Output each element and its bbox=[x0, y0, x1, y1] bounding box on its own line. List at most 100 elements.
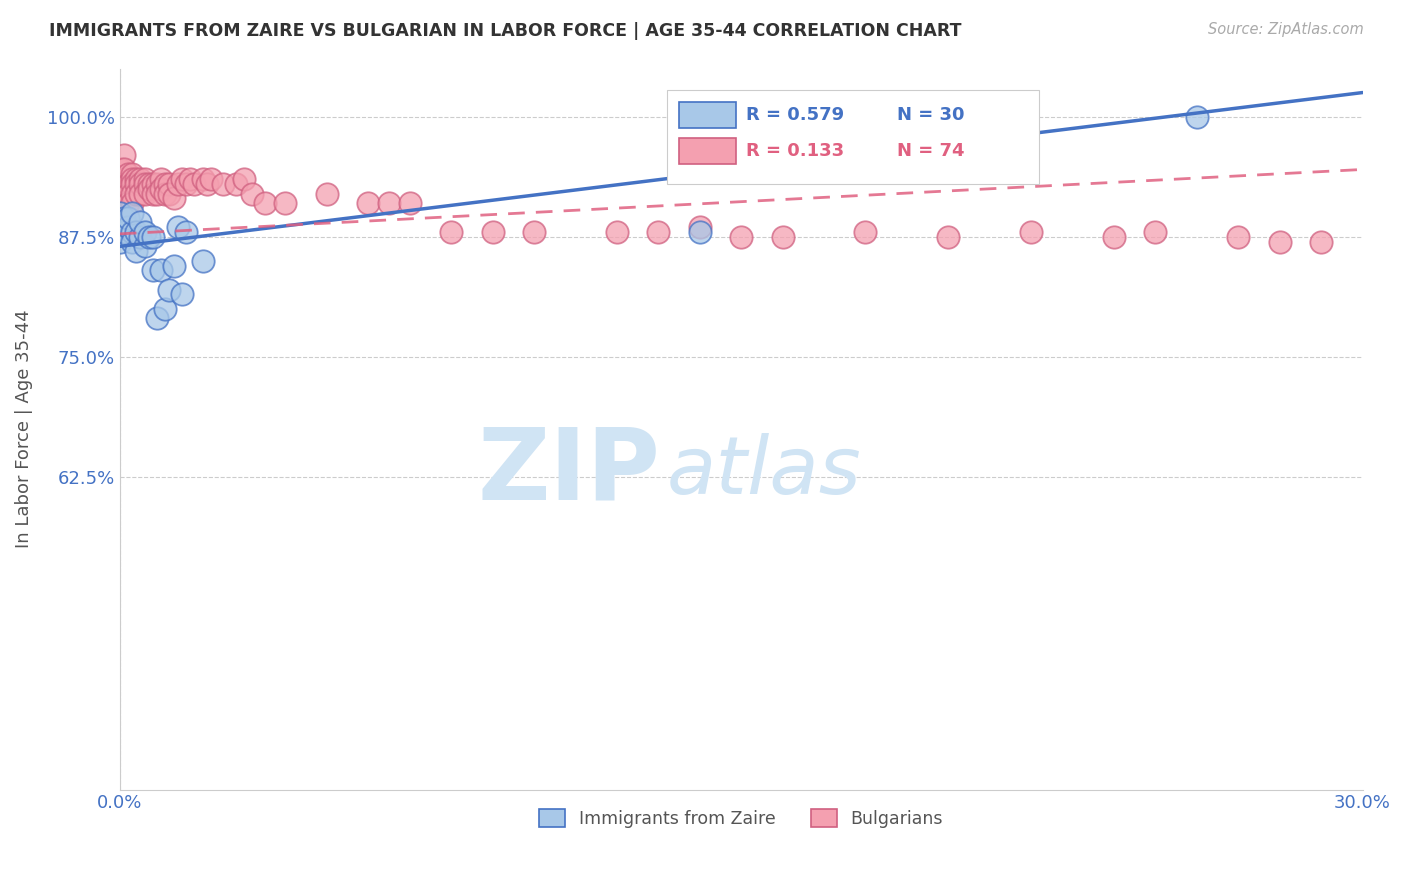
Point bbox=[134, 177, 156, 191]
Point bbox=[138, 182, 160, 196]
Point bbox=[1310, 235, 1333, 249]
Point bbox=[121, 167, 143, 181]
Point bbox=[129, 177, 152, 191]
Point bbox=[191, 253, 214, 268]
Point bbox=[108, 182, 131, 196]
Point bbox=[200, 172, 222, 186]
Point bbox=[155, 301, 177, 316]
Point bbox=[855, 225, 877, 239]
FancyBboxPatch shape bbox=[679, 138, 737, 164]
Point bbox=[195, 177, 218, 191]
Text: ZIP: ZIP bbox=[478, 424, 661, 521]
Point bbox=[138, 229, 160, 244]
Point bbox=[159, 186, 181, 201]
Point bbox=[108, 235, 131, 249]
Text: atlas: atlas bbox=[666, 434, 862, 511]
Point bbox=[440, 225, 463, 239]
Point bbox=[772, 229, 794, 244]
Point bbox=[166, 177, 188, 191]
Point bbox=[117, 177, 139, 191]
Y-axis label: In Labor Force | Age 35-44: In Labor Force | Age 35-44 bbox=[15, 310, 32, 549]
Point bbox=[1185, 110, 1208, 124]
Point bbox=[233, 172, 256, 186]
Point bbox=[606, 225, 628, 239]
Point bbox=[125, 177, 148, 191]
Point bbox=[240, 186, 263, 201]
Point bbox=[112, 186, 135, 201]
Point bbox=[162, 259, 184, 273]
Point bbox=[108, 162, 131, 177]
Point bbox=[112, 148, 135, 162]
Point bbox=[689, 225, 711, 239]
Point bbox=[179, 172, 201, 186]
Point bbox=[121, 205, 143, 219]
Point bbox=[315, 186, 337, 201]
Point bbox=[117, 211, 139, 225]
Text: N = 30: N = 30 bbox=[897, 106, 965, 124]
Point bbox=[191, 172, 214, 186]
Point bbox=[936, 229, 959, 244]
Point bbox=[183, 177, 205, 191]
Point bbox=[125, 225, 148, 239]
Point bbox=[108, 172, 131, 186]
Point bbox=[134, 186, 156, 201]
Point bbox=[253, 196, 276, 211]
Point bbox=[150, 172, 173, 186]
Point bbox=[159, 177, 181, 191]
Point bbox=[129, 215, 152, 229]
Point bbox=[108, 191, 131, 205]
Point bbox=[274, 196, 297, 211]
Point bbox=[125, 244, 148, 259]
Point bbox=[174, 177, 197, 191]
Text: Source: ZipAtlas.com: Source: ZipAtlas.com bbox=[1208, 22, 1364, 37]
Point bbox=[121, 172, 143, 186]
Point bbox=[150, 182, 173, 196]
Point bbox=[357, 196, 380, 211]
Point bbox=[112, 162, 135, 177]
Point bbox=[170, 172, 193, 186]
Point bbox=[134, 225, 156, 239]
Point bbox=[134, 172, 156, 186]
Point bbox=[481, 225, 503, 239]
Point bbox=[1144, 225, 1167, 239]
Point bbox=[125, 172, 148, 186]
Point bbox=[142, 263, 165, 277]
Point bbox=[146, 186, 169, 201]
Point bbox=[1268, 235, 1291, 249]
FancyBboxPatch shape bbox=[679, 103, 737, 128]
Point bbox=[142, 229, 165, 244]
Point bbox=[129, 229, 152, 244]
Point bbox=[647, 225, 669, 239]
Point bbox=[155, 186, 177, 201]
Point bbox=[162, 191, 184, 205]
Point bbox=[170, 287, 193, 301]
Point bbox=[689, 220, 711, 235]
Text: IMMIGRANTS FROM ZAIRE VS BULGARIAN IN LABOR FORCE | AGE 35-44 CORRELATION CHART: IMMIGRANTS FROM ZAIRE VS BULGARIAN IN LA… bbox=[49, 22, 962, 40]
Point bbox=[112, 211, 135, 225]
Point bbox=[108, 225, 131, 239]
Point bbox=[225, 177, 247, 191]
Point bbox=[159, 283, 181, 297]
Point bbox=[108, 205, 131, 219]
Text: N = 74: N = 74 bbox=[897, 143, 965, 161]
Point bbox=[121, 186, 143, 201]
Point bbox=[121, 177, 143, 191]
Point bbox=[117, 167, 139, 181]
Point bbox=[117, 220, 139, 235]
Point bbox=[155, 177, 177, 191]
Point bbox=[138, 177, 160, 191]
Point bbox=[146, 177, 169, 191]
Point bbox=[117, 186, 139, 201]
FancyBboxPatch shape bbox=[666, 90, 1039, 184]
Point bbox=[146, 311, 169, 326]
Point bbox=[129, 172, 152, 186]
Legend: Immigrants from Zaire, Bulgarians: Immigrants from Zaire, Bulgarians bbox=[533, 802, 950, 835]
Point bbox=[129, 186, 152, 201]
Point bbox=[398, 196, 420, 211]
Text: R = 0.579: R = 0.579 bbox=[747, 106, 844, 124]
Point bbox=[1227, 229, 1250, 244]
Point bbox=[112, 225, 135, 239]
Point bbox=[1019, 225, 1042, 239]
Point bbox=[117, 196, 139, 211]
Point bbox=[121, 196, 143, 211]
